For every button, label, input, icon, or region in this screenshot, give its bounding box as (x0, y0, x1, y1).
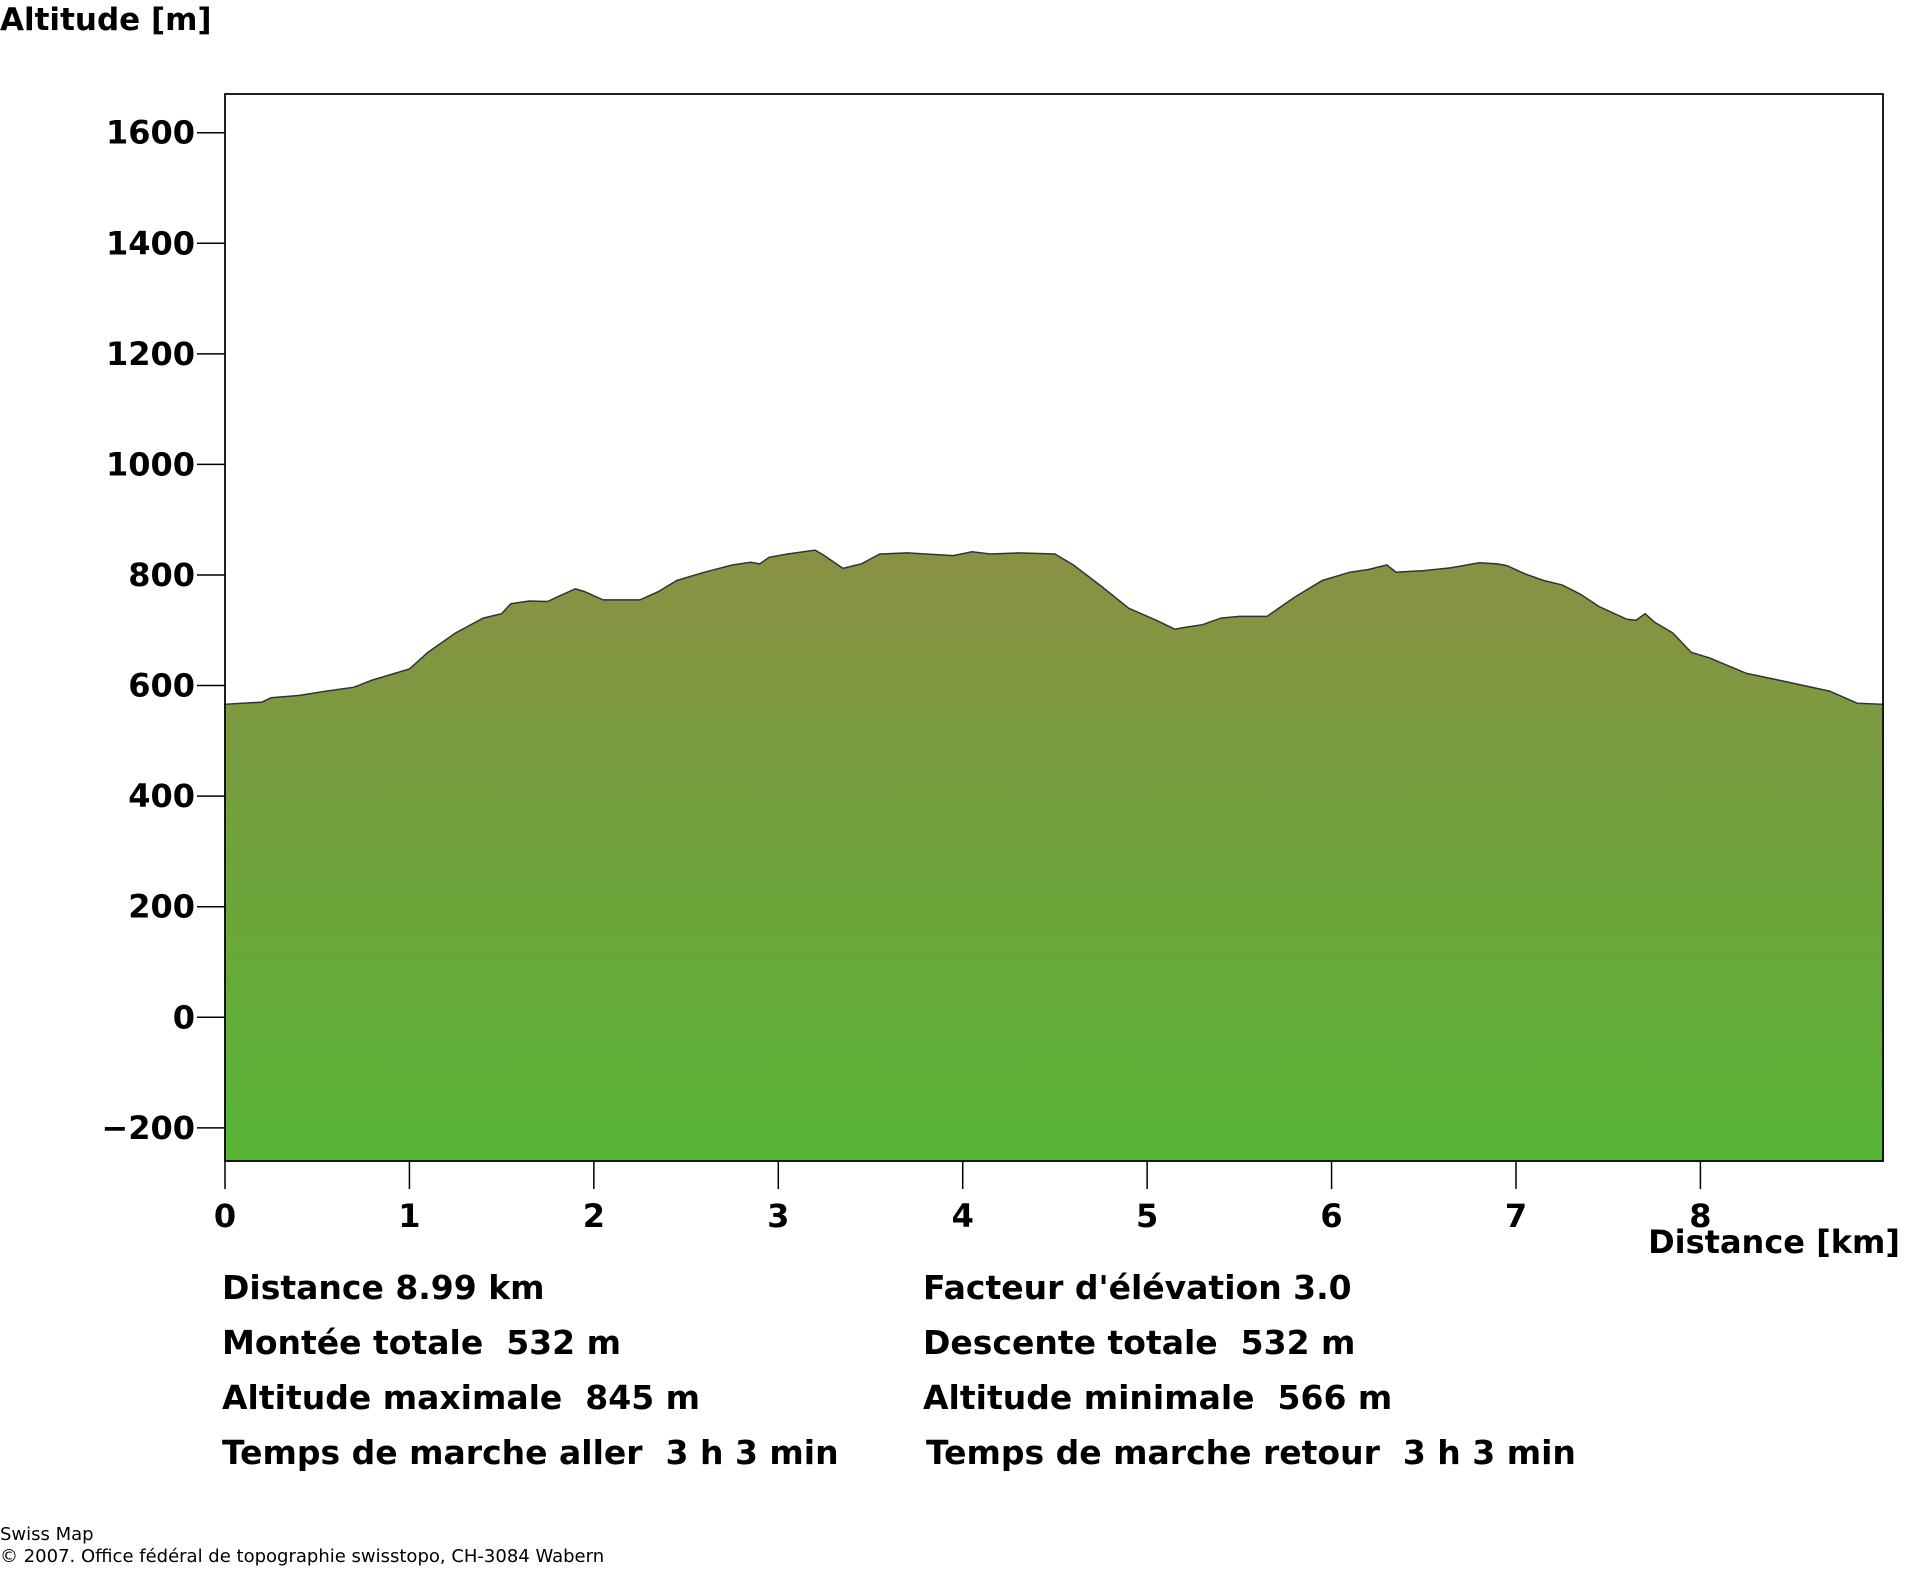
x-tick-label: 8 (1689, 1197, 1711, 1235)
stat-walk-time-return: Temps de marche retour 3 h 3 min (926, 1433, 1576, 1472)
footer-copyright: © 2007. Office fédéral de topographie sw… (0, 1546, 605, 1567)
y-tick-label: 800 (128, 556, 195, 594)
stat-max-altitude: Altitude maximale 845 m (222, 1378, 701, 1417)
x-tick-label: 7 (1505, 1197, 1527, 1235)
y-tick-label: 200 (128, 888, 195, 926)
x-tick-label: 5 (1136, 1197, 1158, 1235)
x-tick-label: 0 (214, 1197, 236, 1235)
stat-distance: Distance 8.99 km (222, 1268, 545, 1307)
stat-min-altitude: Altitude minimale 566 m (923, 1378, 1393, 1417)
stat-walk-time-outbound: Temps de marche aller 3 h 3 min (222, 1433, 839, 1472)
stat-elevation-factor: Facteur d'élévation 3.0 (923, 1268, 1352, 1307)
y-tick-label: −200 (101, 1109, 195, 1147)
plot-border (224, 93, 1884, 1162)
y-tick-label: 0 (173, 998, 195, 1036)
y-tick-label: 1000 (106, 445, 195, 483)
y-tick-label: 1200 (106, 335, 195, 373)
y-tick-label: 400 (128, 777, 195, 815)
elevation-profile-chart: 1600 1400 1200 1000 800 600 400 200 0 −200 0 1 2 3 4 5… (101, 93, 1884, 1235)
x-tick-label: 6 (1320, 1197, 1342, 1235)
x-tick-label: 1 (398, 1197, 420, 1235)
x-tick-label: 4 (952, 1197, 974, 1235)
footer-source: Swiss Map (0, 1524, 94, 1545)
y-axis-label: Altitude [m] (0, 2, 212, 38)
x-axis-label: Distance [km] (1648, 1223, 1900, 1261)
stat-ascent: Montée totale 532 m (222, 1323, 621, 1362)
x-tick-label: 3 (767, 1197, 789, 1235)
y-axis-ticks: 1600 1400 1200 1000 800 600 400 200 0 −200 (101, 114, 225, 1147)
x-axis-ticks: 0 1 2 3 4 5 6 7 8 (214, 1161, 1712, 1235)
x-tick-label: 2 (583, 1197, 605, 1235)
y-tick-label: 1400 (106, 224, 195, 262)
y-tick-label: 1600 (106, 114, 195, 152)
elevation-area (224, 549, 1884, 1162)
y-tick-label: 600 (128, 667, 195, 705)
stat-descent: Descente totale 532 m (923, 1323, 1356, 1362)
